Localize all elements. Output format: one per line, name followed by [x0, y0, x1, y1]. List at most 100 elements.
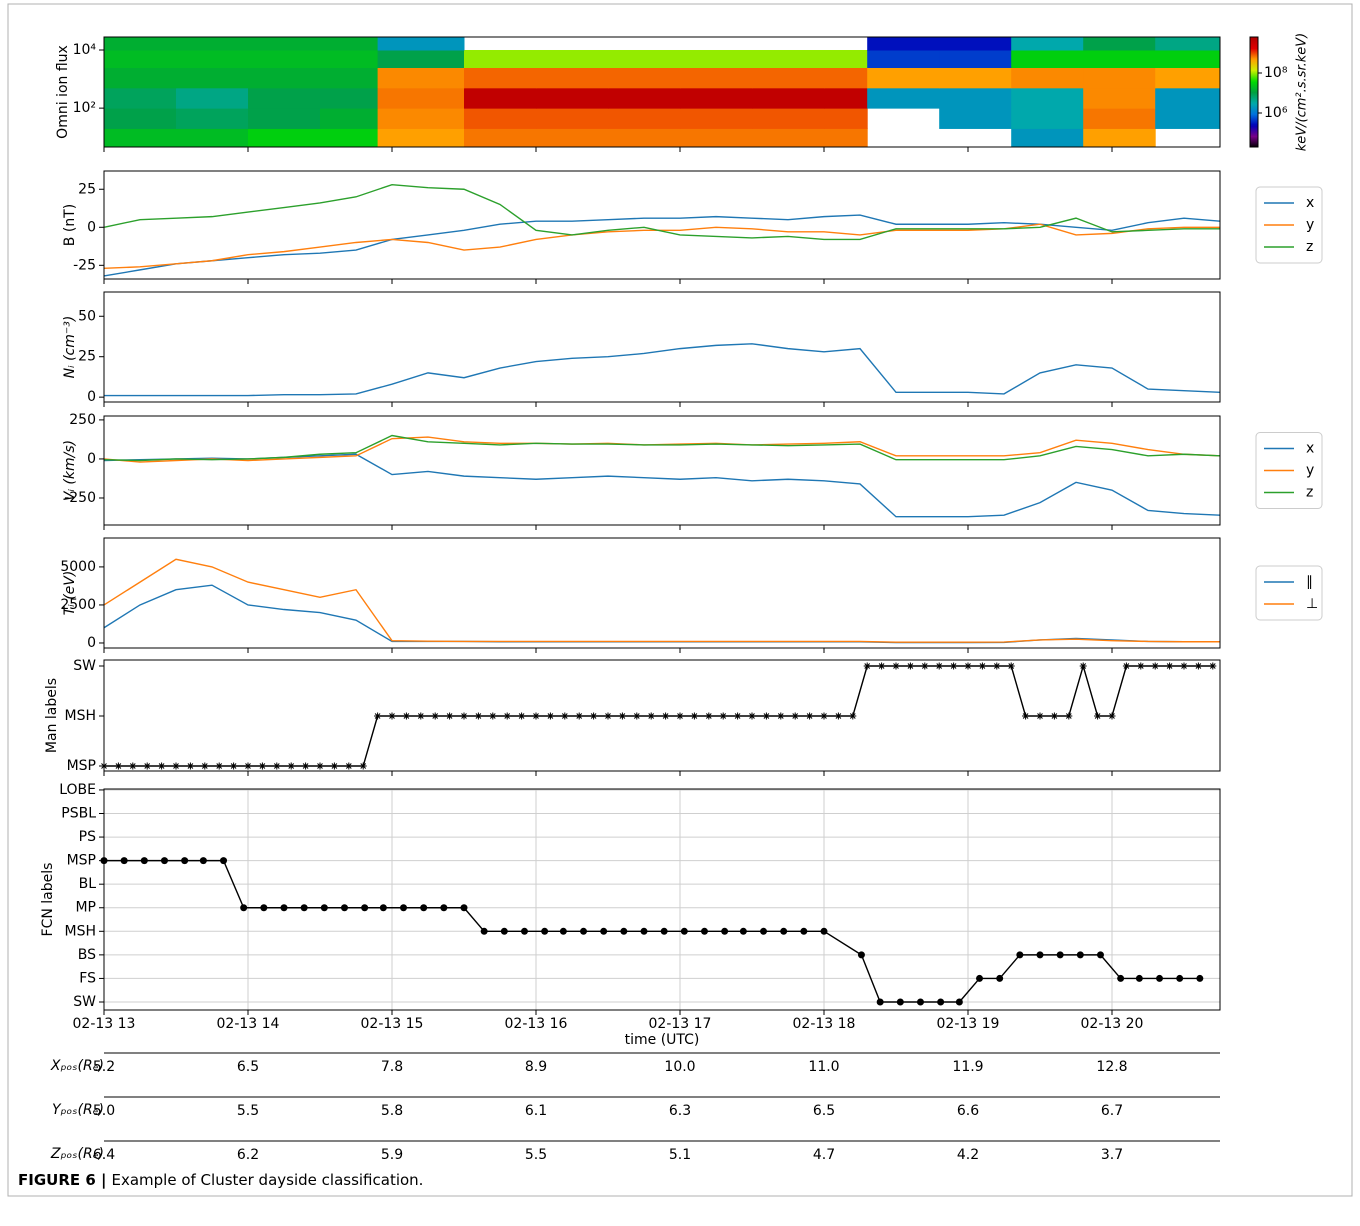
colorbar-step [1250, 91, 1258, 94]
star-marker [1065, 712, 1073, 720]
star-marker [618, 712, 626, 720]
point-marker [1135, 974, 1143, 982]
legend-label: y [1306, 217, 1314, 233]
point-marker [780, 927, 788, 935]
flux-cell [939, 87, 1012, 109]
position-value: 11.9 [952, 1059, 983, 1075]
star-marker [705, 712, 713, 720]
star-marker [244, 762, 252, 770]
flux-cell [1155, 49, 1221, 68]
point-marker [460, 904, 468, 912]
star-marker [978, 662, 986, 670]
star-marker [258, 762, 266, 770]
flux-cell [752, 49, 825, 68]
plot-frame [103, 415, 1221, 526]
flux-cell [867, 67, 940, 89]
flux-cell [320, 87, 379, 109]
colorbar-step [1250, 129, 1258, 132]
series-line [103, 214, 1221, 277]
position-value: 3.7 [1101, 1147, 1123, 1163]
star-marker [964, 662, 972, 670]
point-marker [1156, 974, 1164, 982]
point-marker [1176, 974, 1184, 982]
colorbar-step [1250, 123, 1258, 126]
flux-cell [320, 128, 379, 148]
star-marker [1180, 662, 1188, 670]
colorbar-step [1250, 83, 1258, 86]
colorbar-step [1250, 111, 1258, 114]
colorbar-step [1250, 117, 1258, 120]
star-marker [532, 712, 540, 720]
plot-frame [103, 36, 1221, 148]
y-tick-label: 5000 [60, 559, 96, 575]
x-tick-label: 02-13 15 [361, 1016, 424, 1032]
row-label: Yₚₒₛ(Rₑ) [52, 1102, 104, 1118]
colorbar-step [1250, 79, 1258, 82]
star-marker [1122, 662, 1130, 670]
point-marker [541, 927, 549, 935]
star-marker [1166, 662, 1174, 670]
x-tick-label: 02-13 14 [217, 1016, 280, 1032]
colorbar-step [1250, 37, 1258, 40]
y-tick-label: 2500 [60, 597, 96, 613]
star-marker [647, 712, 655, 720]
position-value: 4.7 [813, 1147, 835, 1163]
star-marker [114, 762, 122, 770]
colorbar-step [1250, 103, 1258, 106]
point-marker [420, 904, 428, 912]
star-marker [834, 712, 842, 720]
point-marker [559, 927, 567, 935]
position-value: 8.9 [525, 1059, 547, 1075]
point-marker [955, 998, 963, 1006]
point-marker [800, 927, 808, 935]
point-marker [480, 927, 488, 935]
colorbar-step [1250, 47, 1258, 50]
flux-cell [248, 108, 321, 129]
flux-cell [377, 108, 465, 129]
colorbar-step [1250, 65, 1258, 68]
flux-cell [320, 49, 379, 68]
flux-cell [377, 37, 465, 51]
star-marker [201, 762, 209, 770]
colorbar-step [1250, 43, 1258, 46]
x-tick-label: 02-13 17 [649, 1016, 712, 1032]
point-marker [220, 857, 228, 865]
flux-cell [320, 108, 379, 129]
star-marker [575, 712, 583, 720]
flux-cell [939, 49, 1012, 68]
flux-cell [824, 67, 868, 89]
star-marker [676, 712, 684, 720]
point-marker [240, 904, 248, 912]
y-axis-label: Omni ion flux [55, 45, 71, 139]
star-marker [186, 762, 194, 770]
legend-label: z [1306, 485, 1313, 501]
y-axis-label: FCN labels [40, 863, 56, 937]
y-tick-label: BS [78, 947, 96, 963]
flux-cell [176, 128, 249, 148]
flux-cell [680, 108, 753, 129]
caption-text: Example of Cluster dayside classificatio… [111, 1171, 423, 1189]
star-marker [388, 712, 396, 720]
y-tick-label: MSH [65, 708, 97, 724]
x-tick-label: 02-13 19 [937, 1016, 1000, 1032]
colorbar-step [1250, 61, 1258, 64]
series-line [103, 183, 1220, 241]
flux-cell [104, 128, 177, 148]
star-marker [546, 712, 554, 720]
position-value: 11.0 [808, 1059, 839, 1075]
point-marker [876, 998, 884, 1006]
flux-cell [1011, 128, 1084, 148]
star-marker [460, 712, 468, 720]
flux-cell [248, 87, 321, 109]
colorbar-step [1250, 93, 1258, 96]
plot-frame [103, 537, 1221, 649]
y-tick-label: MSH [65, 923, 97, 939]
point-marker [700, 927, 708, 935]
colorbar-step [1250, 145, 1258, 148]
colorbar-step [1250, 55, 1258, 58]
flux-cell [1155, 67, 1221, 89]
flux-cell [536, 67, 609, 89]
colorbar-step [1250, 109, 1258, 112]
star-marker [878, 662, 886, 670]
flux-cell [104, 37, 177, 51]
